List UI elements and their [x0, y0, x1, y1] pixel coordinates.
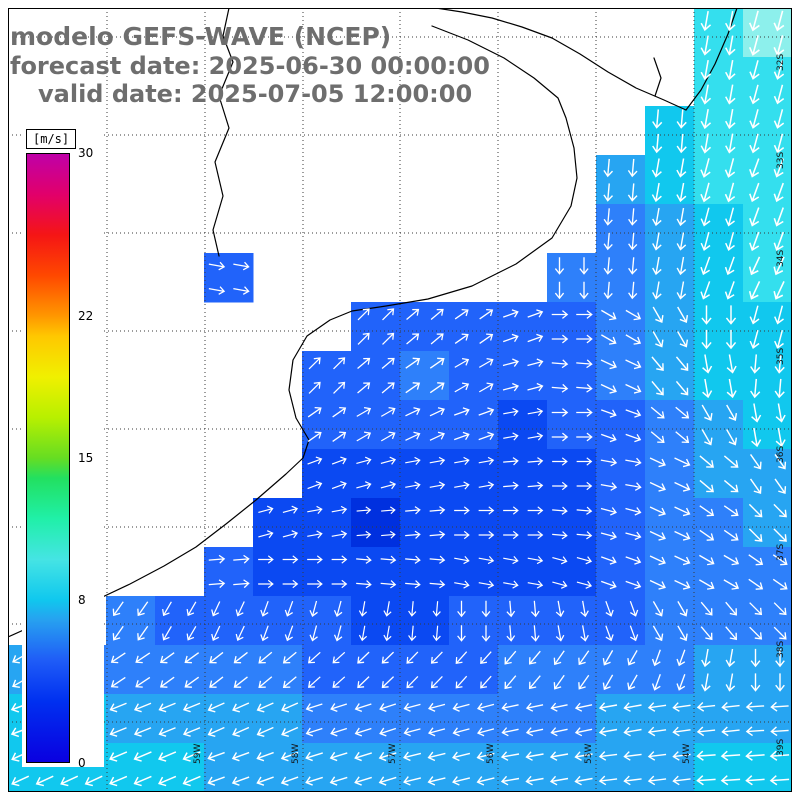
- speed-field: [8, 8, 792, 792]
- wind-arrows: [10, 10, 790, 787]
- coastline: [8, 8, 738, 638]
- lon-label: 57W: [388, 743, 398, 764]
- lon-label: 59W: [193, 743, 203, 764]
- colorbar-body: 30 22 15 8 0: [26, 146, 100, 770]
- lat-label: 38S: [776, 640, 786, 658]
- colorbar-tick-22: 22: [78, 308, 94, 323]
- lat-label: 37S: [776, 543, 786, 561]
- lat-label: 35S: [776, 347, 786, 365]
- colorbar-unit-label: [m/s]: [26, 129, 77, 149]
- colorbar-tick-8: 8: [78, 593, 86, 608]
- valid-date: valid date: 2025-07-05 12:00:00: [38, 80, 473, 108]
- colorbar-gradient: [26, 153, 70, 763]
- lon-label: 56W: [486, 743, 496, 764]
- lon-label: 58W: [291, 743, 301, 764]
- graticule: [8, 8, 792, 792]
- lon-label: 55W: [584, 743, 594, 764]
- colorbar-tick-15: 15: [78, 451, 94, 465]
- lat-label: 36S: [776, 445, 786, 463]
- lat-label: 33S: [776, 151, 786, 169]
- map-layers: [8, 8, 792, 792]
- colorbar-tick-30: 30: [78, 146, 94, 160]
- colorbar-tick-0: 0: [78, 756, 86, 770]
- forecast-date: forecast date: 2025-06-30 00:00:00: [10, 52, 490, 80]
- lat-label: 34S: [776, 249, 786, 267]
- lat-label: 39S: [776, 738, 786, 756]
- colorbar: [m/s] 30 22 15 8 0: [22, 124, 104, 770]
- map-frame: [8, 8, 792, 792]
- lat-label: 32S: [776, 53, 786, 71]
- model-title: modelo GEFS-WAVE (NCEP): [10, 22, 392, 51]
- lon-label: 54W: [682, 743, 692, 764]
